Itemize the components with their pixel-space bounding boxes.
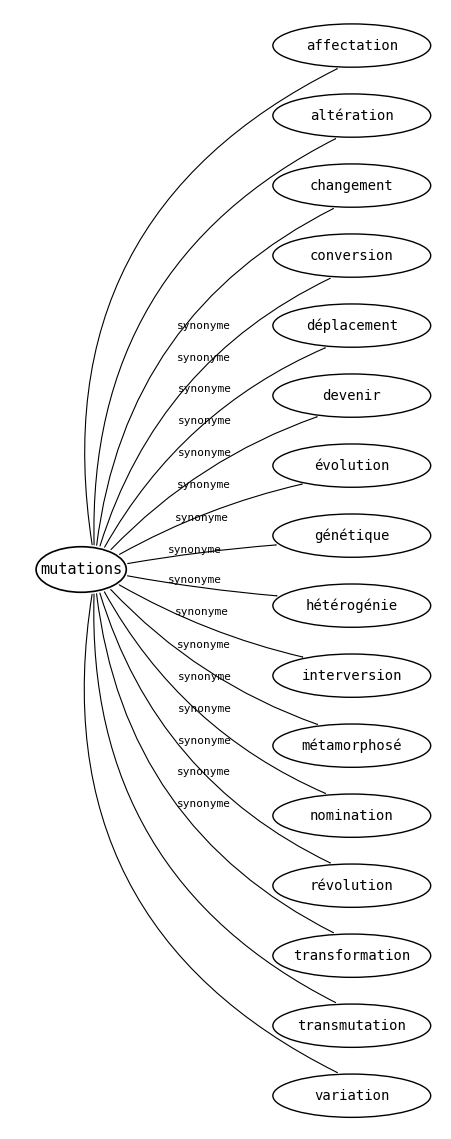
- Ellipse shape: [273, 93, 431, 137]
- Text: transformation: transformation: [293, 949, 410, 962]
- Ellipse shape: [273, 444, 431, 487]
- Ellipse shape: [273, 24, 431, 67]
- FancyArrowPatch shape: [105, 347, 325, 547]
- FancyArrowPatch shape: [100, 278, 330, 546]
- Text: devenir: devenir: [322, 388, 381, 402]
- Ellipse shape: [273, 233, 431, 277]
- Text: synonyme: synonyme: [177, 640, 231, 649]
- Text: révolution: révolution: [310, 878, 394, 893]
- Text: synonyme: synonyme: [177, 321, 231, 331]
- Ellipse shape: [273, 374, 431, 417]
- FancyArrowPatch shape: [111, 590, 318, 724]
- Text: hétérogénie: hétérogénie: [306, 598, 398, 613]
- Text: synonyme: synonyme: [168, 546, 222, 556]
- Text: nomination: nomination: [310, 809, 394, 822]
- FancyArrowPatch shape: [97, 593, 333, 933]
- Text: synonyme: synonyme: [178, 704, 232, 714]
- Ellipse shape: [273, 164, 431, 207]
- FancyArrowPatch shape: [100, 593, 330, 863]
- Text: conversion: conversion: [310, 248, 394, 263]
- FancyArrowPatch shape: [97, 208, 333, 546]
- Text: synonyme: synonyme: [178, 416, 232, 426]
- Text: synonyme: synonyme: [178, 448, 232, 458]
- Text: affectation: affectation: [306, 39, 398, 52]
- FancyArrowPatch shape: [120, 484, 302, 555]
- FancyArrowPatch shape: [119, 584, 303, 657]
- Text: transmutation: transmutation: [297, 1018, 406, 1033]
- Text: synonyme: synonyme: [175, 607, 229, 617]
- Text: changement: changement: [310, 179, 394, 192]
- Text: synonyme: synonyme: [177, 353, 231, 363]
- Ellipse shape: [273, 934, 431, 977]
- Text: synonyme: synonyme: [178, 385, 231, 394]
- Ellipse shape: [273, 1005, 431, 1048]
- Text: métamorphosé: métamorphosé: [302, 738, 402, 753]
- FancyArrowPatch shape: [128, 576, 277, 596]
- Text: évolution: évolution: [314, 459, 390, 473]
- Ellipse shape: [273, 304, 431, 347]
- Text: synonyme: synonyme: [177, 798, 231, 809]
- FancyArrowPatch shape: [105, 592, 325, 794]
- Text: variation: variation: [314, 1089, 390, 1103]
- Ellipse shape: [273, 514, 431, 557]
- FancyArrowPatch shape: [85, 68, 337, 544]
- FancyArrowPatch shape: [94, 595, 336, 1002]
- Text: synonyme: synonyme: [175, 513, 229, 523]
- Text: génétique: génétique: [314, 528, 390, 543]
- Text: déplacement: déplacement: [306, 319, 398, 333]
- Ellipse shape: [273, 654, 431, 697]
- Text: synonyme: synonyme: [177, 481, 231, 491]
- FancyArrowPatch shape: [111, 417, 317, 550]
- Text: mutations: mutations: [40, 562, 122, 577]
- FancyArrowPatch shape: [84, 595, 337, 1073]
- Ellipse shape: [273, 724, 431, 768]
- Ellipse shape: [273, 584, 431, 628]
- Ellipse shape: [273, 865, 431, 908]
- FancyArrowPatch shape: [128, 544, 276, 564]
- Text: synonyme: synonyme: [177, 768, 231, 777]
- FancyArrowPatch shape: [94, 139, 336, 544]
- Ellipse shape: [273, 794, 431, 837]
- Text: altération: altération: [310, 108, 394, 123]
- Ellipse shape: [273, 1074, 431, 1117]
- Ellipse shape: [36, 547, 126, 592]
- Text: synonyme: synonyme: [178, 736, 231, 746]
- Text: interversion: interversion: [302, 669, 402, 682]
- Text: synonyme: synonyme: [168, 575, 222, 584]
- Text: synonyme: synonyme: [178, 672, 232, 682]
